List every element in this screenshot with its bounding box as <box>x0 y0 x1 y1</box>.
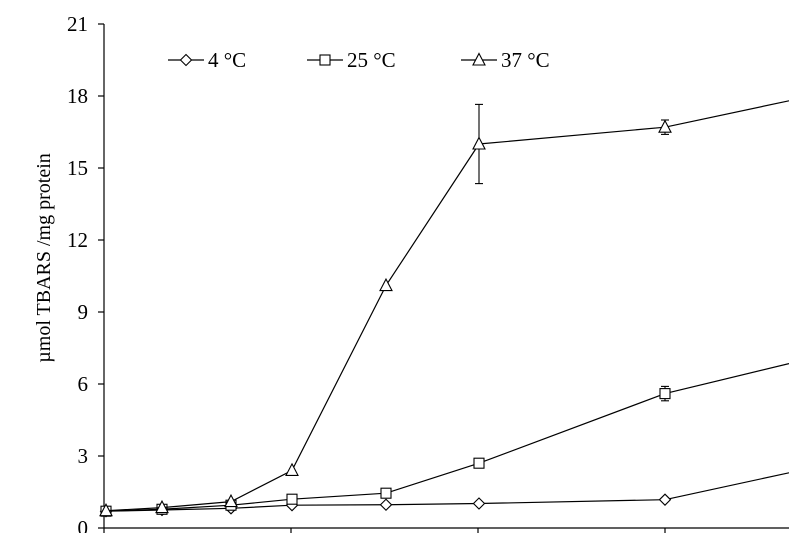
y-tick-label: 0 <box>78 516 89 533</box>
diamond-marker <box>658 493 672 506</box>
series-line <box>105 472 789 512</box>
square-marker <box>286 493 298 505</box>
legend-item: 37 °C <box>461 48 550 72</box>
square-marker <box>319 54 331 66</box>
triangle-marker <box>99 503 113 517</box>
axes: 0 3 6 9 12 15 18 21 <box>67 12 789 533</box>
legend-item: 25 °C <box>307 48 396 72</box>
triangle-marker <box>285 462 299 476</box>
series-line <box>105 363 789 512</box>
legend-label: 37 °C <box>501 48 550 72</box>
legend-label: 4 °C <box>208 48 246 72</box>
y-tick-label: 21 <box>67 12 88 36</box>
y-tick-label: 18 <box>67 84 88 108</box>
y-tick-label: 9 <box>78 300 89 324</box>
square-marker <box>659 388 671 400</box>
triangle-marker <box>658 119 672 133</box>
diamond-marker <box>472 497 486 510</box>
triangle-marker <box>472 136 486 150</box>
diamond-marker <box>379 498 393 511</box>
diamond-marker <box>179 53 193 67</box>
square-marker <box>473 457 485 469</box>
legend-label: 25 °C <box>347 48 396 72</box>
y-axis-title: µmol TBARS /mg protein <box>33 153 55 363</box>
triangle-marker <box>224 493 238 508</box>
legend: 4 °C 25 °C 37 °C <box>168 48 550 72</box>
triangle-marker <box>155 499 169 514</box>
y-tick-label: 3 <box>78 444 89 468</box>
series-line <box>105 100 789 512</box>
series-square <box>100 363 789 517</box>
legend-item: 4 °C <box>168 48 246 72</box>
triangle-marker <box>472 52 486 66</box>
y-tick-label: 12 <box>67 228 88 252</box>
y-tick-label: 15 <box>67 156 88 180</box>
square-marker <box>380 487 392 499</box>
series-triangle <box>99 100 789 517</box>
y-tick-label: 6 <box>78 372 89 396</box>
series-layer <box>99 100 789 518</box>
series-diamond <box>99 472 789 518</box>
triangle-marker <box>379 277 393 292</box>
